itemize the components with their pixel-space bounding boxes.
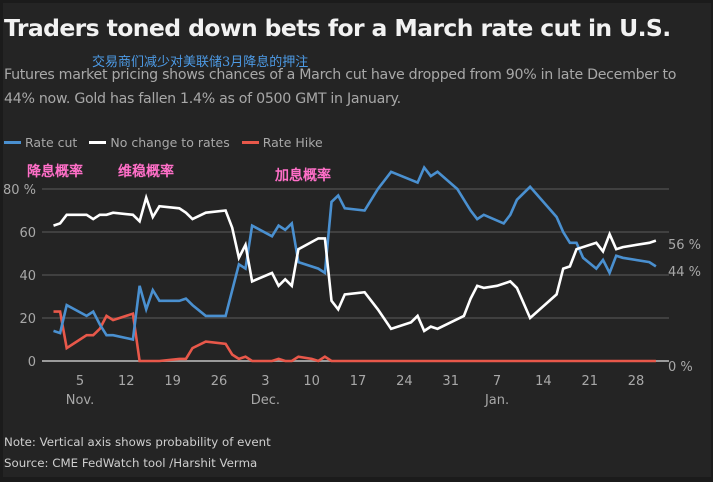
legend-label-no-change: No change to rates (110, 135, 230, 150)
legend: Rate cut No change to rates Rate Hike (4, 135, 335, 150)
x-tick-label: 28 (628, 374, 645, 389)
legend-label-rate-cut: Rate cut (25, 135, 78, 150)
legend-swatch-rate-cut (4, 141, 21, 144)
source-note: Source: CME FedWatch tool /Harshit Verma (4, 456, 258, 470)
footnote: Note: Vertical axis shows probability of… (4, 435, 271, 449)
series-line-no-change-to-rates (53, 193, 657, 333)
x-axis-labels: 5 12 19 26 3 10 17 24 31 7 14 21 28 Nov. Dec. Jan. (66, 374, 645, 408)
y-tick-label: 80 % (3, 183, 36, 198)
x-tick-label: 26 (211, 374, 228, 389)
legend-swatch-no-change (89, 141, 107, 144)
legend-item-rate-cut: Rate cut (4, 135, 77, 150)
x-tick-label: 31 (442, 374, 459, 389)
chinese-label-rate-cut: 降息概率 (27, 164, 83, 180)
x-month-label: Nov. (66, 393, 95, 408)
x-tick-label: 21 (581, 374, 598, 389)
end-value-label: 56 % (668, 238, 701, 253)
y-tick-label: 40 (19, 269, 36, 284)
series-line-rate-hike (53, 310, 656, 363)
chinese-label-rate-hike: 加息概率 (275, 168, 331, 184)
x-tick-label: 7 (493, 374, 501, 389)
legend-label-rate-hike: Rate Hike (262, 135, 323, 150)
chinese-subtitle: 交易商们减少对美联储3月降息的押注 (92, 55, 309, 70)
x-tick-label: 19 (164, 374, 181, 389)
chart-card (3, 3, 711, 477)
end-value-label: 0 % (668, 360, 693, 375)
end-labels: 56 % 44 % 0 % (668, 238, 701, 375)
chart-title: Traders toned down bets for a March rate… (4, 14, 671, 42)
x-month-label: Jan. (484, 393, 509, 408)
legend-item-no-change: No change to rates (89, 135, 230, 150)
y-tick-label: 0 (28, 355, 36, 370)
x-tick-label: 3 (261, 374, 269, 389)
legend-swatch-rate-hike (241, 141, 259, 144)
x-tick-label: 24 (396, 374, 413, 389)
legend-item-rate-hike: Rate Hike (241, 135, 323, 150)
y-axis-labels: 0 20 40 60 80 % (3, 183, 36, 370)
series-lines (53, 164, 657, 363)
x-tick-label: 10 (303, 374, 320, 389)
x-tick-label: 14 (535, 374, 552, 389)
x-tick-label: 5 (76, 374, 84, 389)
chart-subtitle: Futures market pricing shows chances of … (4, 67, 677, 107)
x-month-label: Dec. (251, 393, 280, 408)
x-tick-label: 12 (118, 374, 135, 389)
y-tick-label: 60 (19, 226, 36, 241)
end-value-label: 44 % (668, 265, 701, 280)
y-tick-label: 20 (19, 312, 36, 327)
x-tick-label: 17 (350, 374, 367, 389)
chinese-label-no-change: 维稳概率 (118, 164, 174, 180)
series-line-rate-cut (53, 164, 657, 342)
